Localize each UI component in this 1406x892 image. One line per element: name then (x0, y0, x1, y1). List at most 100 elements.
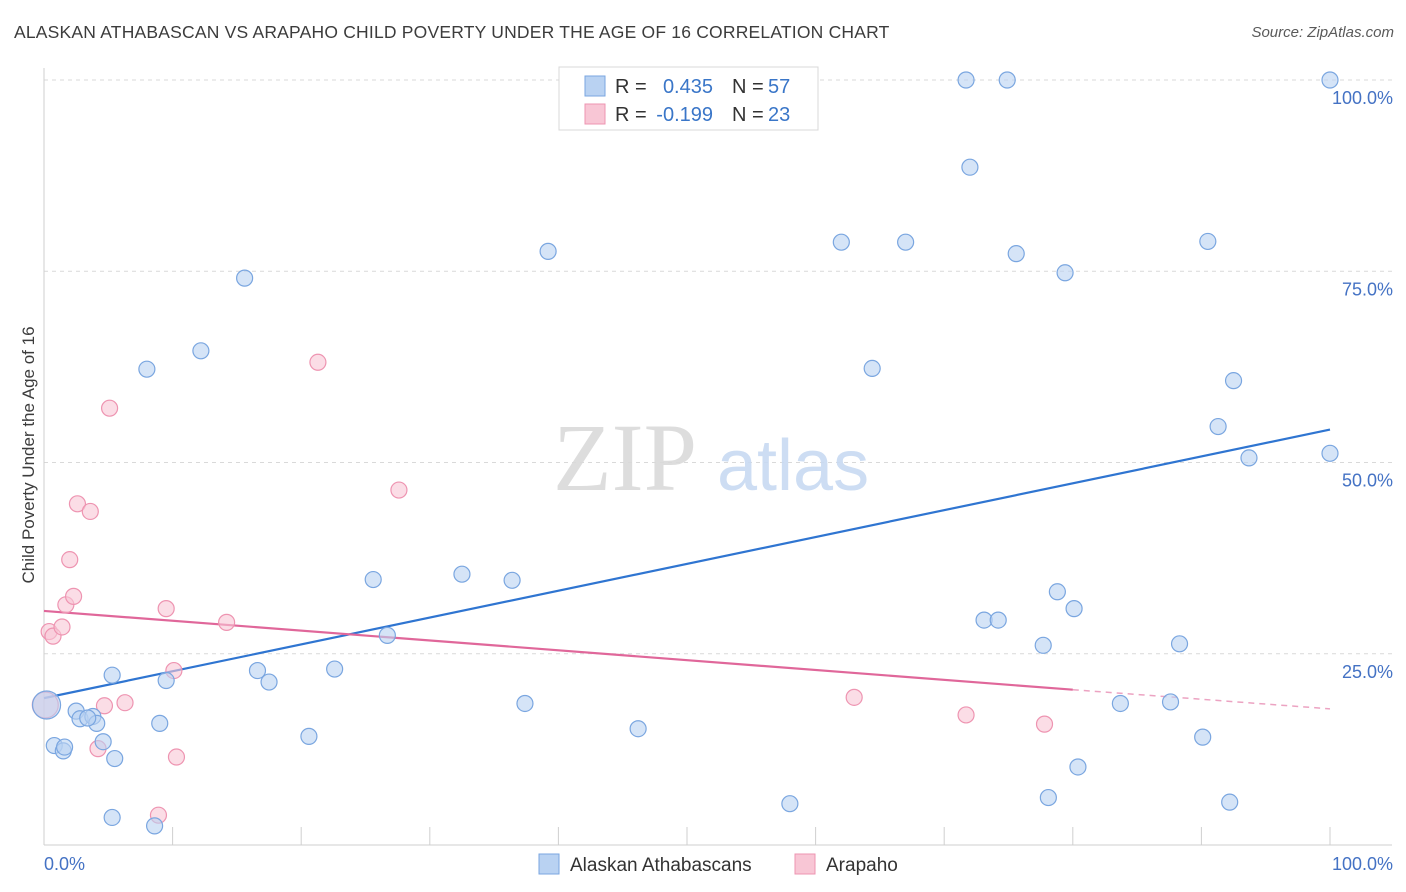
y-tick-label: 100.0% (1332, 88, 1393, 108)
x-tick-label: 100.0% (1332, 854, 1393, 874)
point-alaskan-athabascans (1321, 444, 1339, 462)
point-alaskan-athabascans (31, 690, 62, 720)
legend-r-label: R = (615, 104, 647, 126)
point-alaskan-athabascans (1065, 600, 1083, 618)
point-alaskan-athabascans (248, 661, 267, 680)
legend-n-value: 23 (768, 104, 790, 126)
legend-r-value: -0.199 (656, 104, 713, 126)
legend: R = 0.435 N = 57 R = -0.199 N = 23 (558, 66, 819, 131)
point-alaskan-athabascans (1194, 728, 1212, 746)
point-alaskan-athabascans (863, 359, 881, 378)
legend-r-label: R = (615, 76, 647, 98)
point-alaskan-athabascans (1321, 71, 1339, 89)
point-alaskan-athabascans (300, 727, 318, 745)
point-alaskan-athabascans (1199, 232, 1217, 251)
point-alaskan-athabascans (503, 571, 521, 589)
point-arapaho (1035, 715, 1054, 733)
trendline-alaskan-athabascans (43, 428, 1331, 700)
point-alaskan-athabascans (103, 666, 121, 684)
point-arapaho (845, 688, 863, 706)
trendlines (43, 428, 1331, 710)
point-alaskan-athabascans (539, 242, 557, 260)
y-tick-label: 75.0% (1342, 279, 1393, 299)
gridlines (44, 79, 1392, 655)
bottom-legend-swatch-pink (794, 853, 816, 875)
point-alaskan-athabascans (326, 660, 344, 678)
point-alaskan-athabascans (957, 71, 975, 89)
point-alaskan-athabascans (157, 671, 175, 690)
legend-n-value: 57 (768, 76, 790, 98)
watermark: ZIP atlas (553, 404, 869, 511)
legend-n-label: N = (732, 104, 764, 126)
point-alaskan-athabascans (832, 233, 850, 251)
point-alaskan-athabascans (260, 673, 278, 691)
x-tick-labels: 0.0% 100.0% (44, 854, 1393, 874)
point-alaskan-athabascans (453, 565, 471, 583)
point-alaskan-athabascans (1170, 635, 1189, 653)
point-alaskan-athabascans (145, 817, 164, 835)
y-axis-title: Child Poverty Under the Age of 16 (19, 326, 38, 583)
point-arapaho (390, 481, 408, 499)
point-alaskan-athabascans (961, 158, 979, 176)
point-arapaho (53, 618, 71, 636)
trendline-arapaho (43, 609, 1073, 691)
point-alaskan-athabascans (629, 720, 647, 738)
point-alaskan-athabascans (1221, 793, 1239, 811)
point-alaskan-athabascans (1069, 758, 1087, 776)
y-tick-label: 25.0% (1342, 662, 1393, 682)
trendline-arapaho-extension (1072, 688, 1331, 710)
point-alaskan-athabascans (1056, 264, 1074, 282)
point-alaskan-athabascans (1224, 372, 1243, 390)
x-tick-label: 0.0% (44, 854, 85, 874)
point-alaskan-athabascans (236, 269, 254, 287)
point-arapaho (68, 495, 87, 513)
point-alaskan-athabascans (192, 342, 210, 360)
point-alaskan-athabascans (364, 570, 382, 589)
point-alaskan-athabascans (103, 808, 121, 827)
point-arapaho (309, 353, 327, 371)
bottom-legend-label: Alaskan Athabascans (570, 855, 752, 876)
point-alaskan-athabascans (1039, 788, 1057, 807)
point-arapaho (95, 697, 114, 715)
watermark-zip: ZIP (553, 404, 697, 511)
point-alaskan-athabascans (1209, 417, 1227, 436)
point-arapaho (957, 706, 975, 724)
point-arapaho (100, 399, 119, 417)
point-arapaho (81, 502, 99, 521)
point-arapaho (61, 551, 79, 569)
y-tick-label: 50.0% (1342, 471, 1393, 491)
point-alaskan-athabascans (94, 733, 112, 751)
bottom-legend: Alaskan Athabascans Arapaho (538, 853, 898, 876)
point-alaskan-athabascans (1007, 245, 1025, 263)
point-alaskan-athabascans (897, 233, 915, 251)
data-points (31, 71, 1339, 835)
point-alaskan-athabascans (79, 709, 97, 727)
point-alaskan-athabascans (516, 694, 534, 713)
point-arapaho (157, 600, 175, 618)
point-alaskan-athabascans (138, 360, 156, 378)
point-alaskan-athabascans (55, 738, 74, 756)
point-arapaho (116, 694, 134, 712)
point-alaskan-athabascans (1111, 694, 1129, 713)
point-alaskan-athabascans (378, 626, 396, 644)
point-alaskan-athabascans (1034, 636, 1052, 654)
point-arapaho (64, 587, 83, 605)
point-alaskan-athabascans (1240, 449, 1258, 467)
legend-r-value: 0.435 (663, 76, 713, 98)
chart-title: ALASKAN ATHABASCAN VS ARAPAHO CHILD POVE… (14, 22, 890, 42)
point-arapaho (167, 748, 186, 766)
legend-n-label: N = (732, 76, 764, 98)
point-alaskan-athabascans (998, 71, 1016, 89)
legend-swatch-blue (584, 75, 606, 97)
point-alaskan-athabascans (106, 749, 124, 768)
point-alaskan-athabascans (151, 714, 169, 732)
bottom-legend-swatch-blue (538, 853, 560, 875)
point-alaskan-athabascans (989, 611, 1007, 629)
watermark-atlas: atlas (717, 426, 869, 506)
bottom-legend-label: Arapaho (826, 855, 898, 876)
y-tick-labels: 25.0% 50.0% 75.0% 100.0% (1332, 88, 1393, 682)
point-alaskan-athabascans (1048, 583, 1066, 601)
source-label: Source: ZipAtlas.com (1251, 24, 1394, 41)
point-arapaho (218, 613, 236, 631)
